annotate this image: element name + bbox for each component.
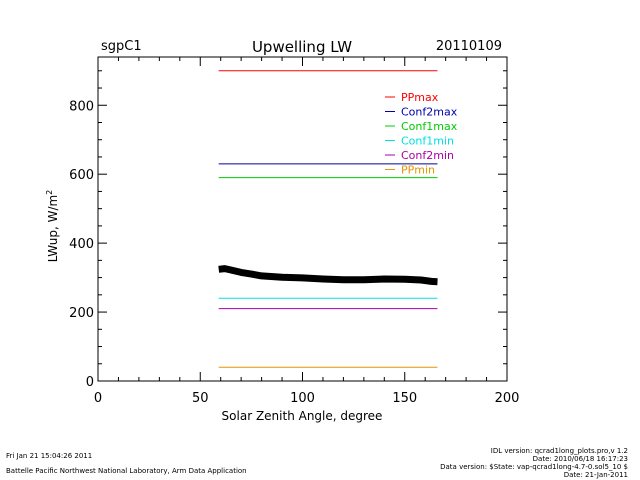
- x-tick-label: 200: [495, 391, 520, 406]
- x-tick-label: 0: [94, 391, 102, 406]
- footer-idl-version: IDL version: qcrad1long_plots.pro,v 1.2: [490, 447, 628, 455]
- legend-label-conf2max: Conf2max: [401, 106, 458, 119]
- y-axis-label-group: LWup, W/m2: [45, 190, 60, 263]
- y-tick-label: 400: [69, 237, 94, 252]
- x-tick-label: 100: [290, 391, 315, 406]
- data-series: [218, 265, 438, 286]
- y-tick-label: 200: [69, 306, 94, 321]
- footer-timestamp: Fri Jan 21 15:04:26 2011: [6, 452, 93, 460]
- y-axis-label-superscript: 2: [45, 190, 54, 195]
- x-tick-label: 50: [192, 391, 209, 406]
- legend-label-ppmax: PPmax: [401, 91, 439, 104]
- legend-label-conf1max: Conf1max: [401, 120, 458, 133]
- y-axis-label-text: LWup, W/m: [46, 195, 60, 262]
- footer-organization: Battelle Pacific Northwest National Labo…: [6, 467, 247, 475]
- legend-label-conf1min: Conf1min: [401, 135, 454, 148]
- chart-title: Upwelling LW: [252, 38, 352, 56]
- legend-label-ppmin: PPmin: [401, 164, 435, 177]
- limit-lines: [218, 70, 438, 368]
- series-line-0: [218, 265, 438, 286]
- footer-idl-date: Date: 2010/06/18 16:17:23: [532, 455, 628, 463]
- legend-label-conf2min: Conf2min: [401, 149, 454, 162]
- x-tick-label: 150: [392, 391, 417, 406]
- date-label: 20110109: [436, 39, 502, 54]
- site-label: sgpC1: [101, 39, 142, 54]
- footer-data-date: Date: 21-Jan-2011: [563, 471, 628, 479]
- y-axis-label: LWup, W/m2: [45, 190, 60, 263]
- axis-ticks: [97, 57, 508, 381]
- y-tick-label: 0: [86, 375, 94, 390]
- y-tick-label: 800: [69, 99, 94, 114]
- axis-tick-labels: 0 50 100 150 200 0 200 400 600 800: [69, 99, 519, 406]
- x-axis-label: Solar Zenith Angle, degree: [222, 409, 383, 423]
- footer-data-version: Data version: $State: vap-qcrad1long-4.7…: [440, 463, 628, 471]
- y-tick-label: 600: [69, 168, 94, 183]
